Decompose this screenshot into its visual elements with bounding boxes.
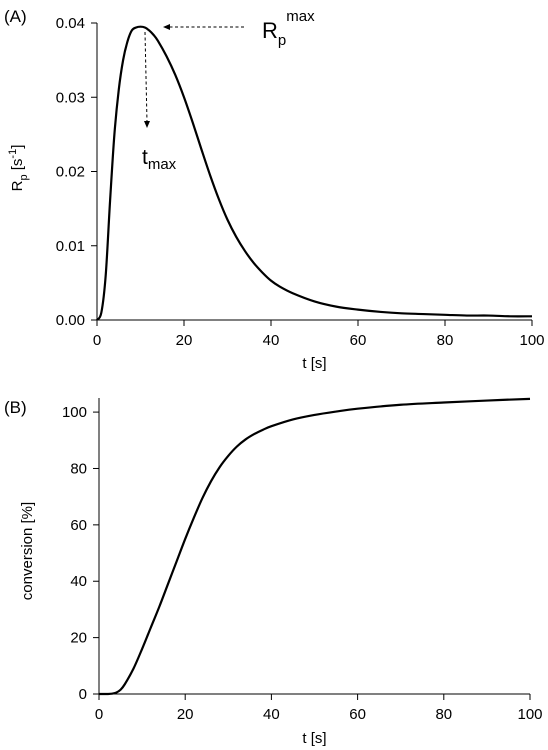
y-tick-label-b-5: 100 <box>62 404 87 421</box>
series-line-a <box>96 25 533 321</box>
x-tick-label-a-0: 0 <box>93 332 101 349</box>
tmax-arrowhead <box>144 121 150 128</box>
x-tick-label-a-2: 40 <box>263 332 280 349</box>
y-label-unit-close-a: ] <box>9 145 26 149</box>
chart-panel-a: (A) 0 20 40 60 80 100 0.00 0.01 0.02 0.03 0.04 t … <box>4 7 545 372</box>
tmax-arrow <box>144 31 148 123</box>
rpmax-arrowhead <box>163 24 170 30</box>
x-tick-label-b-4: 80 <box>435 706 452 723</box>
y-ticks-b: 0 20 40 60 80 100 <box>62 404 99 703</box>
x-tick-label-a-3: 60 <box>350 332 367 349</box>
tmax-main: t <box>142 146 148 169</box>
x-tick-label-b-3: 60 <box>349 706 366 723</box>
y-label-sub-a: p <box>18 174 30 180</box>
y-label-unit-sup-a: -1 <box>7 149 19 159</box>
x-tick-label-a-4: 80 <box>437 332 454 349</box>
tmax-sub: max <box>148 156 177 173</box>
y-tick-label-a-3: 0.03 <box>56 89 85 106</box>
rpmax-main: R <box>262 18 278 43</box>
y-tick-label-b-0: 0 <box>79 686 87 703</box>
y-tick-label-a-2: 0.02 <box>56 164 85 181</box>
x-ticks-b: 0 20 40 60 80 100 <box>95 694 543 723</box>
y-label-unit-open-a: [s <box>9 159 26 175</box>
x-tick-label-b-0: 0 <box>95 706 103 723</box>
series-line-b <box>98 397 531 696</box>
x-tick-label-b-2: 40 <box>263 706 280 723</box>
x-tick-label-b-1: 20 <box>177 706 194 723</box>
x-axis-label-a: t [s] <box>302 355 326 372</box>
y-tick-label-b-2: 40 <box>70 573 87 590</box>
x-tick-label-a-1: 20 <box>176 332 193 349</box>
panel-label-b: (B) <box>4 398 27 417</box>
y-tick-label-a-1: 0.01 <box>56 238 85 255</box>
y-axis-label-b: conversion [%] <box>19 502 36 600</box>
y-tick-label-b-3: 60 <box>70 517 87 534</box>
rpmax-label: Rpmax <box>262 8 315 49</box>
y-tick-label-b-4: 80 <box>70 460 87 477</box>
rpmax-sub: p <box>278 32 286 49</box>
y-tick-label-a-0: 0.00 <box>56 312 85 329</box>
y-axis-label-a: Rp [s-1] <box>7 145 30 192</box>
y-tick-label-a-4: 0.04 <box>56 15 85 32</box>
chart-panel-b: (B) 0 20 40 60 80 100 0 20 40 60 80 100 t [s] conv… <box>4 397 543 747</box>
x-tick-label-b-5: 100 <box>517 706 542 723</box>
tmax-label: tmax <box>142 146 177 173</box>
y-tick-label-b-1: 20 <box>70 630 87 647</box>
y-label-main-a: R <box>9 180 26 191</box>
x-axis-label-b: t [s] <box>302 730 326 747</box>
rpmax-sup: max <box>286 8 315 25</box>
x-tick-label-a-5: 100 <box>519 332 544 349</box>
panel-label-a: (A) <box>4 7 27 26</box>
x-ticks-a: 0 20 40 60 80 100 <box>93 320 545 349</box>
y-ticks-a: 0.00 0.01 0.02 0.03 0.04 <box>56 15 97 329</box>
